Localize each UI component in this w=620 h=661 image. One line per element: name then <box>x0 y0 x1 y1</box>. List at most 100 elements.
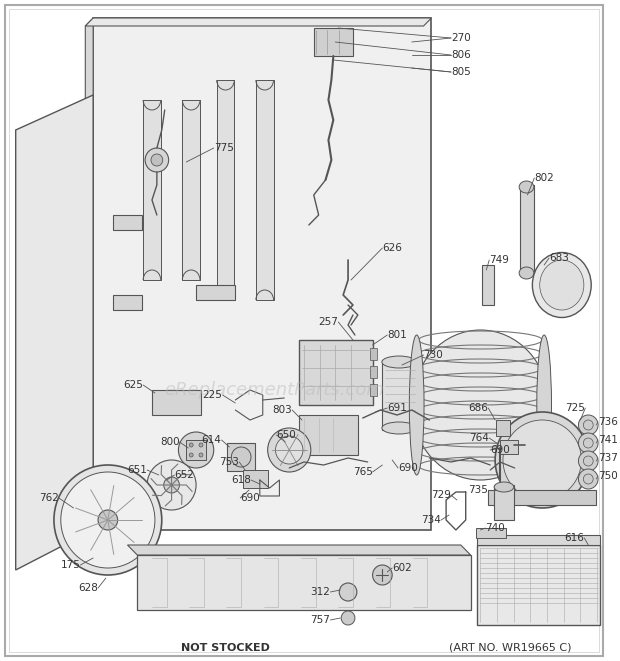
Polygon shape <box>113 215 142 230</box>
Text: 749: 749 <box>489 255 509 265</box>
Text: 651: 651 <box>127 465 147 475</box>
Text: 753: 753 <box>219 457 239 467</box>
Bar <box>186 440 206 460</box>
Bar <box>477 535 600 545</box>
Text: 765: 765 <box>353 467 373 477</box>
Ellipse shape <box>382 422 416 434</box>
Text: 312: 312 <box>311 587 330 597</box>
Text: 725: 725 <box>565 403 585 413</box>
Circle shape <box>189 453 193 457</box>
Polygon shape <box>137 555 471 610</box>
Circle shape <box>179 432 214 468</box>
Text: 741: 741 <box>598 435 618 445</box>
Circle shape <box>98 510 118 530</box>
Text: 616: 616 <box>564 533 584 543</box>
Circle shape <box>583 456 593 466</box>
Circle shape <box>373 565 392 585</box>
Text: 175: 175 <box>61 560 81 570</box>
Text: 690: 690 <box>490 445 510 455</box>
Text: 737: 737 <box>598 453 618 463</box>
Text: 650: 650 <box>277 430 296 440</box>
Circle shape <box>189 443 193 447</box>
Text: 800: 800 <box>160 437 179 447</box>
Circle shape <box>339 583 357 601</box>
Ellipse shape <box>533 253 591 317</box>
Bar <box>314 28 353 56</box>
Circle shape <box>578 415 598 435</box>
Circle shape <box>151 154 163 166</box>
Ellipse shape <box>519 267 534 279</box>
Polygon shape <box>86 18 432 26</box>
Circle shape <box>199 443 203 447</box>
Ellipse shape <box>382 356 416 368</box>
Text: 805: 805 <box>451 67 471 77</box>
Circle shape <box>578 433 598 453</box>
Text: 803: 803 <box>272 405 292 415</box>
Text: NOT STOCKED: NOT STOCKED <box>181 643 270 653</box>
Polygon shape <box>93 18 432 530</box>
Bar <box>477 545 600 625</box>
Circle shape <box>275 436 303 464</box>
Text: 806: 806 <box>451 50 471 60</box>
Text: 775: 775 <box>214 143 234 153</box>
Bar <box>477 528 506 538</box>
Circle shape <box>583 474 593 484</box>
Ellipse shape <box>409 335 424 475</box>
Text: 257: 257 <box>319 317 339 327</box>
Bar <box>482 265 494 305</box>
Text: (ART NO. WR19665 C): (ART NO. WR19665 C) <box>449 643 571 653</box>
Circle shape <box>145 148 169 172</box>
Text: 602: 602 <box>392 563 412 573</box>
Text: 762: 762 <box>39 493 59 503</box>
Text: 690: 690 <box>398 463 418 473</box>
Bar <box>496 420 510 436</box>
Text: 225: 225 <box>203 390 223 400</box>
Bar <box>370 366 378 378</box>
Bar <box>500 440 518 454</box>
Ellipse shape <box>540 260 584 310</box>
Text: 736: 736 <box>598 417 618 427</box>
Bar <box>299 340 373 405</box>
Bar <box>152 390 201 415</box>
Circle shape <box>578 469 598 489</box>
Bar <box>489 490 596 505</box>
Bar <box>216 80 234 300</box>
Text: 750: 750 <box>598 471 618 481</box>
Text: 614: 614 <box>202 435 221 445</box>
Circle shape <box>164 477 179 493</box>
Bar <box>370 384 378 396</box>
Text: 757: 757 <box>311 615 330 625</box>
Ellipse shape <box>412 330 549 480</box>
Text: 729: 729 <box>431 490 451 500</box>
Ellipse shape <box>537 335 552 475</box>
Bar <box>182 100 200 280</box>
Text: 626: 626 <box>383 243 402 253</box>
Circle shape <box>268 428 311 472</box>
Text: 683: 683 <box>549 253 569 263</box>
Bar <box>256 80 273 300</box>
Text: 734: 734 <box>422 515 441 525</box>
Circle shape <box>341 611 355 625</box>
Circle shape <box>583 420 593 430</box>
Ellipse shape <box>519 181 534 193</box>
Text: 735: 735 <box>468 485 489 495</box>
Text: 801: 801 <box>388 330 407 340</box>
Bar <box>370 348 378 360</box>
Text: 730: 730 <box>423 350 443 360</box>
Text: 652: 652 <box>174 470 195 480</box>
Circle shape <box>231 447 251 467</box>
Text: 618: 618 <box>231 475 251 485</box>
Ellipse shape <box>494 482 514 492</box>
Text: 270: 270 <box>451 33 471 43</box>
Text: 686: 686 <box>468 403 489 413</box>
Text: 625: 625 <box>123 380 143 390</box>
Polygon shape <box>113 295 142 310</box>
Text: 764: 764 <box>469 433 489 443</box>
Text: 628: 628 <box>78 583 98 593</box>
Circle shape <box>583 438 593 448</box>
Circle shape <box>503 420 582 500</box>
Polygon shape <box>86 18 93 538</box>
Text: 691: 691 <box>388 403 407 413</box>
Polygon shape <box>16 95 93 570</box>
Bar <box>520 185 534 275</box>
